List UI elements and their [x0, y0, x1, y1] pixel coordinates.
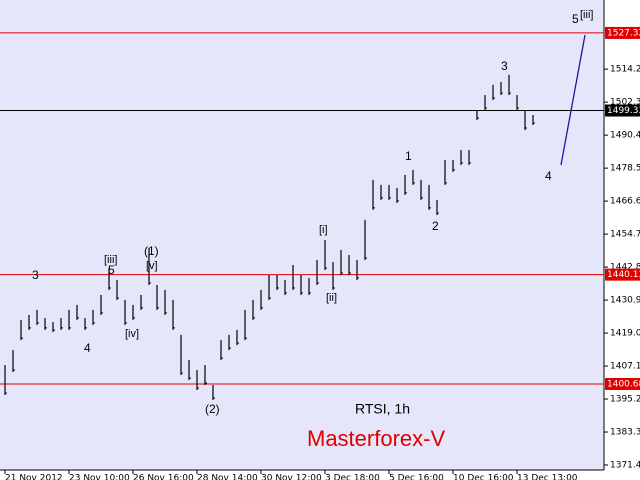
wave-label: [iv] [125, 328, 139, 340]
x-tick-label: 5 Dec 16:00 [389, 474, 444, 480]
wave-label: [v] [146, 260, 158, 272]
level-label: 1400.68 [607, 379, 640, 389]
y-tick-label: 1395.25 [610, 395, 640, 405]
x-tick-label: 28 Nov 14:00 [197, 474, 258, 480]
level-label: 1499.33 [607, 106, 640, 116]
wave-label: 5 [108, 263, 115, 277]
wave-label: (1) [144, 244, 159, 258]
x-tick-label: 21 Nov 2012 [5, 474, 63, 480]
level-label-box [605, 377, 640, 390]
wave-label: [ii] [326, 292, 337, 304]
y-tick-label: 1442.85 [610, 263, 640, 273]
wave-label: [iii] [104, 254, 117, 266]
level-label-box [605, 268, 640, 281]
x-tick-label: 23 Nov 10:00 [69, 474, 130, 480]
y-tick-label: 1502.35 [610, 98, 640, 108]
level-label-box [605, 104, 640, 117]
chart-title: Masterforex-V [307, 426, 445, 451]
wave-label: 2 [432, 219, 439, 233]
wave-label: 4 [545, 169, 552, 183]
y-tick-label: 1383.35 [610, 428, 640, 438]
projection-line [560, 34, 586, 166]
y-tick-label: 1430.95 [610, 296, 640, 306]
level-label: 1527.32 [607, 28, 640, 38]
wave-label: [iii] [580, 9, 593, 21]
y-tick-label: 1454.75 [610, 230, 640, 240]
wave-label: 4 [84, 341, 91, 355]
y-tick-label: 1490.45 [610, 131, 640, 141]
x-tick-label: 3 Dec 18:00 [325, 474, 380, 480]
wave-label: 1 [405, 149, 412, 163]
y-tick-label: 1419.05 [610, 329, 640, 339]
level-label-box [605, 26, 640, 39]
wave-label: 5 [572, 12, 579, 26]
x-tick-label: 13 Dec 13:00 [517, 474, 578, 480]
y-tick-label: 1478.55 [610, 164, 640, 174]
wave-label: (2) [205, 402, 220, 416]
y-tick-label: 1407.15 [610, 362, 640, 372]
x-tick-label: 10 Dec 16:00 [453, 474, 514, 480]
chart-subtitle: RTSI, 1h [355, 401, 410, 417]
wave-label: 3 [501, 59, 508, 73]
plot-area [0, 0, 604, 470]
y-tick-label: 1371.45 [610, 461, 640, 471]
y-tick-label: 1466.65 [610, 197, 640, 207]
x-tick-label: 26 Nov 16:00 [133, 474, 194, 480]
wave-label: [i] [319, 224, 328, 236]
level-label: 1440.13 [607, 270, 640, 280]
x-tick-label: 30 Nov 12:00 [261, 474, 322, 480]
wave-label: 3 [32, 268, 39, 282]
y-tick-label: 1514.25 [610, 65, 640, 75]
